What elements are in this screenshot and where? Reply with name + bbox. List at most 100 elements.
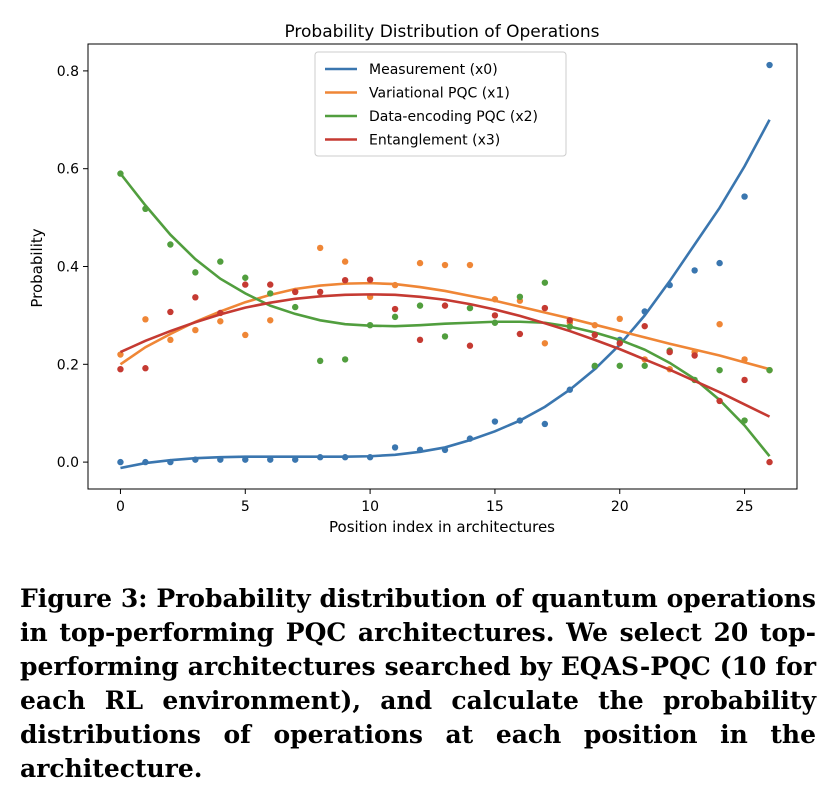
data-point [641,362,648,369]
data-point [192,326,199,334]
data-point [192,269,199,276]
data-point [541,340,549,347]
x-tick-label: 0 [116,499,125,515]
data-point [416,302,424,309]
data-point [316,454,324,461]
data-point [566,386,574,393]
x-tick-label: 10 [361,499,379,515]
data-point [491,319,499,326]
data-point [117,351,124,358]
data-point [391,305,399,313]
data-point [292,456,299,463]
x-tick-label: 20 [611,499,629,515]
data-point [167,458,174,466]
data-point [117,170,124,177]
x-tick-label: 5 [241,499,250,515]
data-point [516,417,524,424]
legend-label-series-1: Variational PQC (x1) [369,86,510,102]
data-point [267,317,274,324]
legend: Measurement (x0) Variational PQC (x1) Data… [314,51,567,157]
data-point [666,348,673,356]
chart: Probability Distribution of Operations 0… [28,22,798,536]
data-point [391,313,399,321]
x-axis-label: Position index in architectures [329,518,555,536]
data-point [541,420,549,428]
data-point [292,288,299,296]
data-point [591,321,598,329]
data-point [641,322,648,330]
data-point [391,281,399,289]
data-point [391,444,399,451]
data-point [766,366,773,374]
data-point [366,276,374,283]
data-point [491,312,499,319]
data-point [616,315,623,323]
data-point [341,276,349,284]
data-point [441,333,449,340]
x-tick-label: 15 [486,499,504,515]
y-axis-label: Probability [28,228,46,307]
data-point [292,303,299,311]
data-point [691,352,698,359]
y-tick-label: 0.2 [57,357,79,373]
data-point [167,336,174,344]
data-point [766,458,773,466]
data-point [741,193,748,200]
data-point [616,362,623,369]
y-tick-label: 0.8 [57,64,79,80]
data-point [242,281,249,288]
data-point [716,366,723,374]
y-tick-label: 0.0 [57,455,79,471]
figure-caption: Figure 3: Probability distribution of qu… [20,584,816,783]
data-point [716,321,723,328]
data-point [316,244,324,252]
data-point [316,288,324,296]
legend-label-series-3: Entanglement (x3) [369,133,500,149]
data-point [192,294,199,301]
data-point [541,304,549,312]
data-point [341,258,349,265]
data-point [366,321,374,329]
data-point [242,331,249,339]
y-tick-label: 0.4 [57,260,79,276]
data-point [641,308,648,315]
data-point [616,340,623,347]
data-point [441,446,449,454]
data-point [666,281,673,289]
data-point [491,418,499,425]
data-point [267,456,274,463]
data-point [142,205,149,212]
data-point [566,317,574,324]
chart-title: Probability Distribution of Operations [284,22,599,42]
fit-line-series-2 [119,172,771,458]
data-point [267,290,274,297]
data-point [142,316,149,323]
data-point [741,376,748,384]
plot-area [117,61,773,470]
data-point [142,458,149,466]
data-point [217,258,224,265]
data-point [117,365,124,373]
data-point [167,308,174,316]
data-point [441,261,449,269]
data-point [716,397,723,405]
data-point [591,362,598,369]
data-point [766,61,773,69]
data-point [716,259,723,267]
data-point [416,336,424,344]
data-point [516,330,524,338]
fit-line-series-1 [119,281,770,371]
data-point [192,456,199,463]
data-point [267,281,274,288]
data-point [466,304,474,312]
legend-label-series-0: Measurement (x0) [369,62,498,78]
data-point [466,261,474,269]
fit-line-series-0 [120,119,771,470]
data-point [242,274,249,281]
x-tick-label: 25 [736,499,754,515]
data-point [416,259,424,267]
data-point [466,435,474,442]
data-point [741,417,748,424]
data-point [541,279,549,286]
data-point [691,267,698,274]
